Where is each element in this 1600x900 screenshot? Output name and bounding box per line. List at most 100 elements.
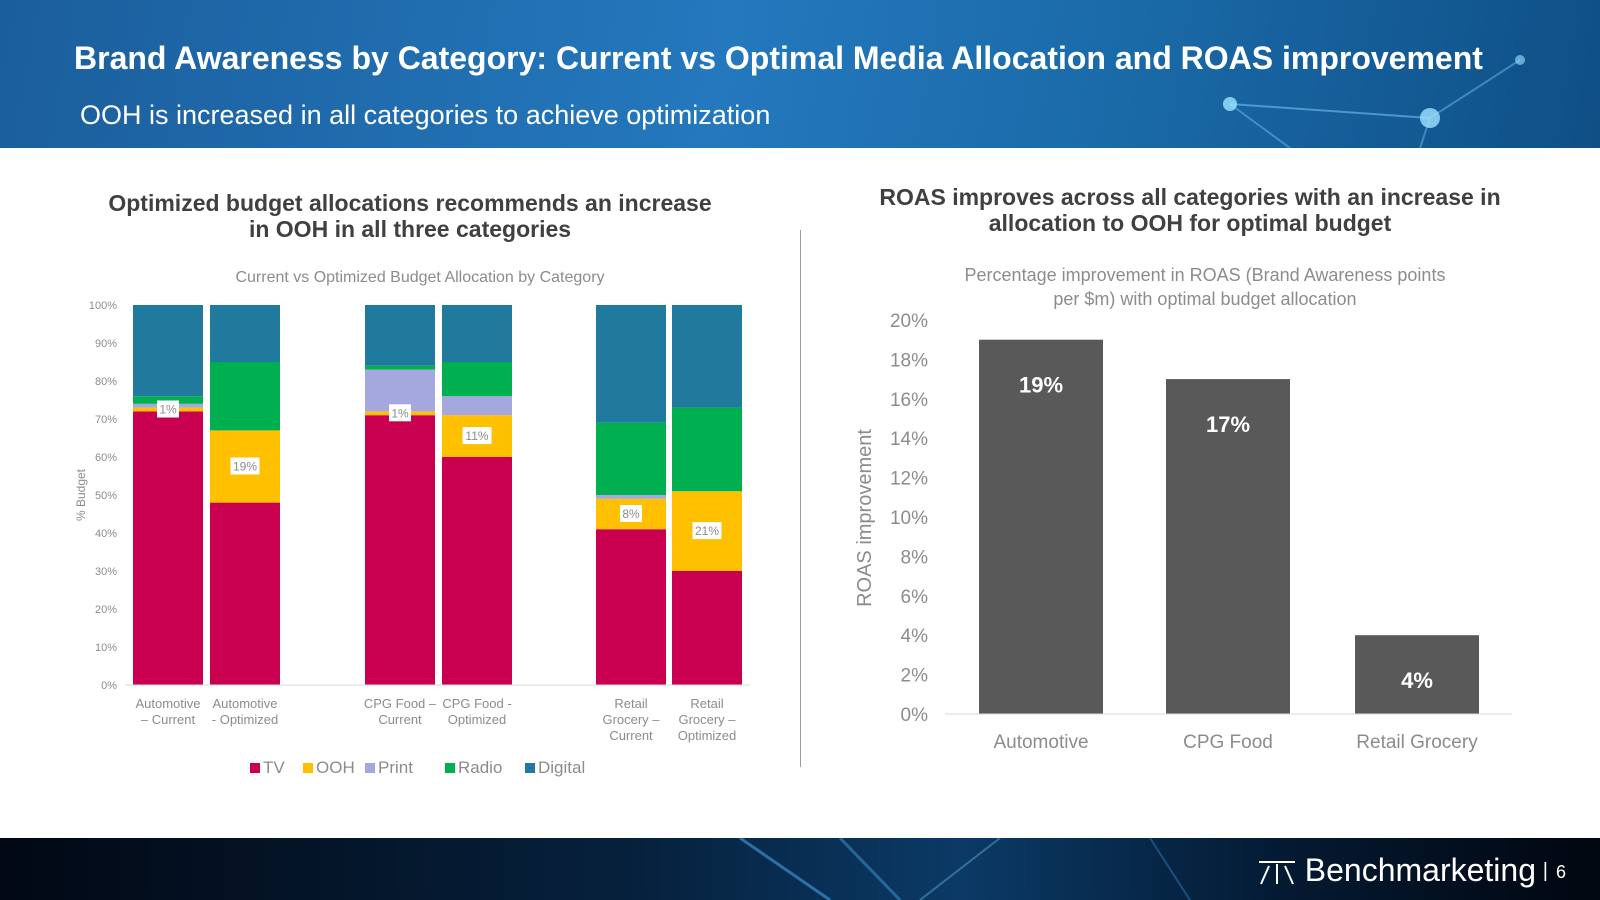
left-y-tick-label: 80% — [95, 376, 117, 388]
bar-segment-tv — [365, 415, 435, 685]
bar-segment-digital — [133, 305, 203, 397]
bar-segment-digital — [365, 305, 435, 366]
right-y-axis-label: ROAS improvement — [854, 429, 876, 607]
roas-category-label: Automotive — [993, 732, 1088, 753]
panel-divider — [800, 230, 801, 767]
right-y-tick-label: 0% — [901, 705, 929, 726]
roas-data-label: 19% — [1019, 373, 1063, 398]
benchmarketing-logo-icon — [1258, 860, 1295, 884]
bar-segment-tv — [133, 411, 203, 685]
bar-segment-radio — [133, 396, 203, 404]
roas-data-label: 4% — [1401, 668, 1433, 693]
right-chart-title-line: Percentage improvement in ROAS (Brand Aw… — [965, 265, 1446, 285]
left-y-tick-label: 70% — [95, 414, 117, 426]
right-y-tick-label: 18% — [890, 350, 928, 371]
page-separator: | — [1542, 860, 1548, 882]
bar-segment-digital — [210, 305, 280, 362]
data-label: 1% — [159, 403, 177, 417]
stacked-budget-chart: Current vs Optimized Budget Allocation b… — [74, 269, 750, 777]
left-y-tick-label: 20% — [95, 604, 117, 616]
legend-label-ooh: OOH — [316, 758, 355, 777]
data-label: 1% — [391, 406, 409, 420]
bar-segment-tv — [210, 502, 280, 685]
legend-swatch-digital — [525, 763, 535, 773]
legend-label-radio: Radio — [458, 758, 502, 777]
data-label-box — [389, 404, 411, 422]
category-label: - Optimized — [212, 712, 278, 727]
left-y-tick-label: 30% — [95, 566, 117, 578]
right-y-tick-label: 8% — [901, 547, 929, 568]
legend-label-tv: TV — [263, 758, 285, 777]
left-panel-heading: Optimized budget allocations recommends … — [60, 190, 760, 242]
roas-category-label: CPG Food — [1183, 732, 1273, 753]
right-chart-title-line: per $m) with optimal budget allocation — [1053, 289, 1356, 309]
left-y-tick-label: 0% — [101, 680, 117, 692]
roas-bar — [1166, 379, 1290, 714]
roas-data-label: 17% — [1206, 412, 1250, 437]
brand-name: Benchmarketing — [1304, 852, 1536, 888]
category-label: Current — [609, 728, 653, 743]
data-label-box — [692, 522, 722, 540]
left-heading-line2: in OOH in all three categories — [248, 216, 572, 242]
light-streaks-decoration — [739, 838, 1191, 900]
brand-logo: Benchmarketing — [1257, 852, 1536, 889]
left-y-tick-label: 10% — [95, 642, 117, 654]
bar-segment-tv — [442, 457, 512, 685]
bar-segment-digital — [596, 305, 666, 423]
roas-bar — [1355, 635, 1479, 714]
left-y-tick-label: 90% — [95, 338, 117, 350]
bar-segment-digital — [672, 305, 742, 408]
right-y-tick-label: 20% — [890, 311, 928, 332]
bar-segment-tv — [672, 571, 742, 685]
right-y-tick-label: 2% — [901, 666, 929, 687]
bar-segment-radio — [596, 422, 666, 495]
category-label: Retail — [690, 696, 723, 711]
category-label: Grocery – — [678, 712, 736, 727]
network-decoration — [1223, 55, 1525, 148]
left-chart-title: Current vs Optimized Budget Allocation b… — [235, 269, 604, 286]
bar-segment-radio — [210, 362, 280, 431]
header-banner — [0, 0, 1600, 148]
bar-segment-radio — [672, 407, 742, 492]
right-y-tick-label: 16% — [890, 390, 928, 411]
right-y-tick-label: 14% — [890, 429, 928, 450]
category-label: Optimized — [678, 728, 737, 743]
category-label: – Current — [141, 712, 196, 727]
bar-segment-print — [596, 495, 666, 499]
bar-segment-radio — [442, 362, 512, 397]
right-y-tick-label: 10% — [890, 508, 928, 529]
footer-banner — [0, 838, 1600, 900]
data-label-box — [157, 400, 179, 418]
roas-bar — [979, 339, 1103, 714]
roas-improvement-chart: Percentage improvement in ROAS (Brand Aw… — [854, 265, 1512, 753]
left-y-axis-label: % Budget — [74, 468, 88, 521]
left-heading-line1: Optimized budget allocations recommends … — [108, 190, 712, 216]
category-label: Retail — [614, 696, 647, 711]
right-y-tick-label: 6% — [901, 587, 929, 608]
category-label: CPG Food – — [364, 696, 437, 711]
category-label: Automotive — [135, 696, 200, 711]
data-label: 19% — [233, 460, 257, 474]
data-label: 21% — [695, 524, 719, 538]
category-label: Optimized — [448, 712, 507, 727]
right-heading-line1: ROAS improves across all categories with… — [879, 184, 1501, 210]
page-subtitle: OOH is increased in all categories to ac… — [80, 100, 771, 130]
category-label: Automotive — [212, 696, 277, 711]
category-label: Grocery – — [602, 712, 660, 727]
left-y-tick-label: 50% — [95, 490, 117, 502]
legend-swatch-print — [365, 763, 375, 773]
data-label: 8% — [622, 507, 640, 521]
category-label: CPG Food - — [442, 696, 511, 711]
legend-label-print: Print — [378, 758, 413, 777]
legend-swatch-ooh — [303, 763, 313, 773]
data-label-box — [620, 505, 642, 522]
right-y-tick-label: 4% — [901, 626, 929, 647]
data-label-box — [462, 427, 492, 445]
right-heading-line2: allocation to OOH for optimal budget — [988, 210, 1392, 236]
data-label: 11% — [465, 429, 488, 443]
category-label: Current — [378, 712, 422, 727]
left-y-tick-label: 100% — [89, 300, 117, 312]
data-label-box — [230, 457, 260, 475]
legend-label-digital: Digital — [538, 758, 585, 777]
page-number: 6 — [1555, 862, 1566, 882]
